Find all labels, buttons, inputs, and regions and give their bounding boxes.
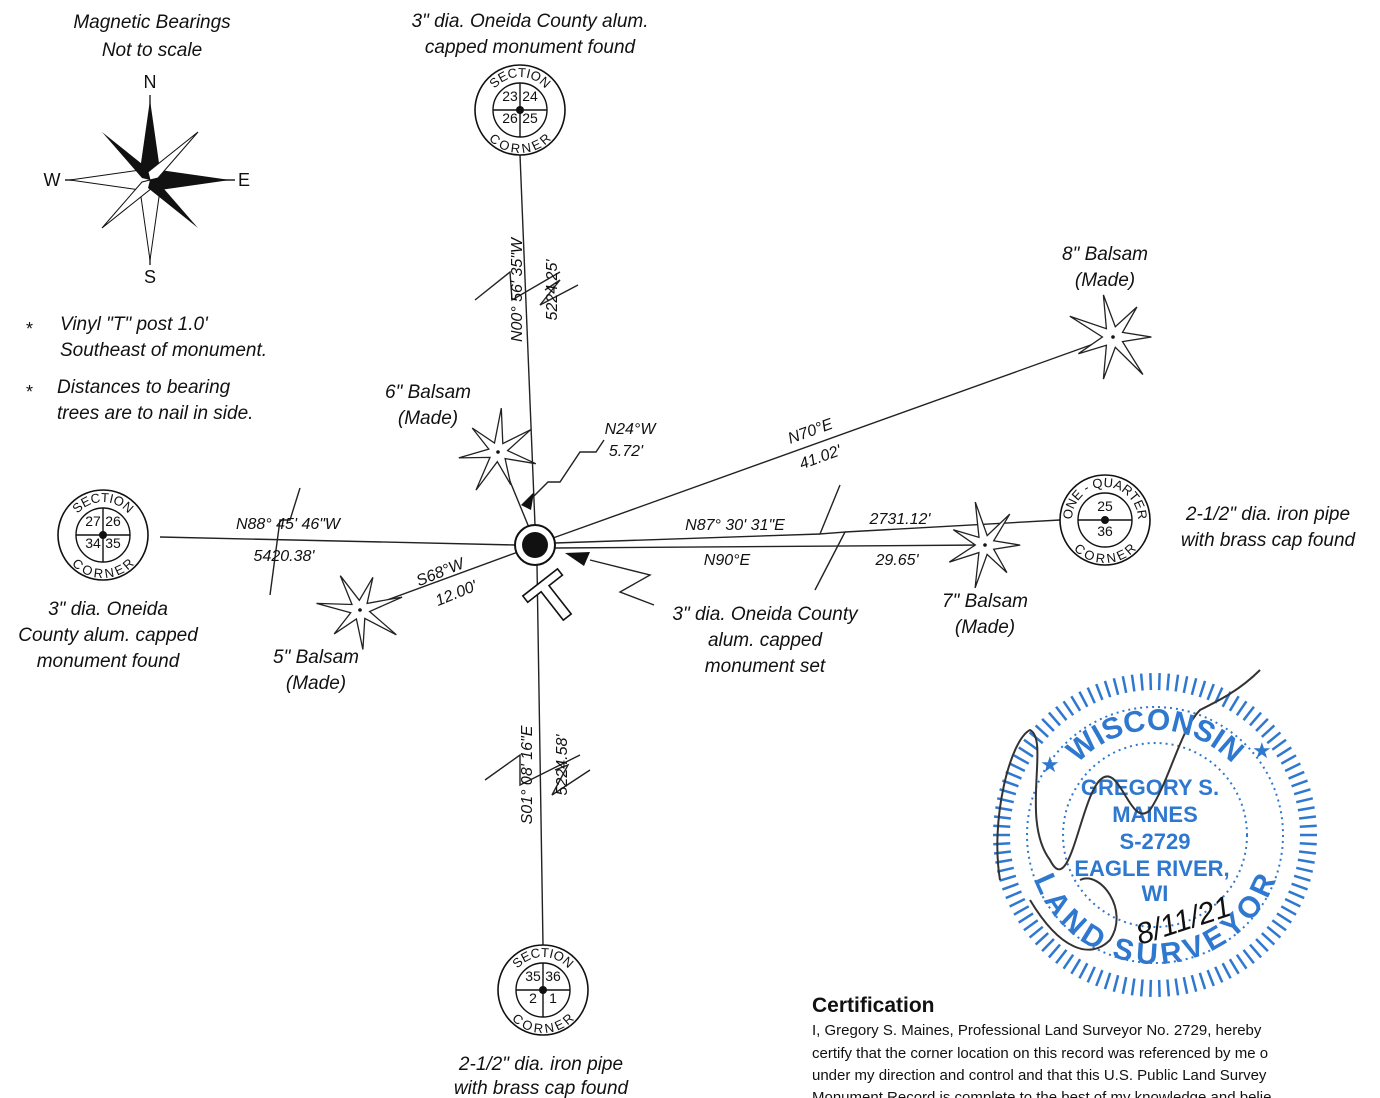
bearing-tree bbox=[459, 408, 536, 490]
stamp-line: WI bbox=[1142, 881, 1169, 906]
line-bearing: S01° 08' 16"E bbox=[519, 725, 536, 824]
note-line: Vinyl "T" post 1.0' bbox=[60, 314, 209, 335]
corner-section-number: 23 bbox=[502, 88, 518, 104]
tree-note: (Made) bbox=[955, 617, 1015, 638]
compass-s: S bbox=[144, 267, 156, 287]
tree-label: 8" Balsam bbox=[1062, 244, 1148, 265]
tree-label: 7" Balsam bbox=[942, 591, 1028, 612]
corner-section-number: 35 bbox=[525, 968, 541, 984]
certification-line: Monument Record is complete to the best … bbox=[812, 1089, 1271, 1098]
tree-note: (Made) bbox=[1075, 270, 1135, 291]
stamp-line: MAINES bbox=[1112, 802, 1198, 827]
certification-line: certify that the corner location on this… bbox=[812, 1045, 1268, 1062]
stamp-line: S-2729 bbox=[1120, 829, 1191, 854]
tree-bearing: N24°W bbox=[605, 421, 658, 438]
monument-description: monument set bbox=[705, 656, 826, 677]
tree-note: (Made) bbox=[398, 408, 458, 429]
tree-distance: 41.02' bbox=[797, 442, 844, 473]
line-distance: 5224.58' bbox=[554, 734, 571, 796]
tree-bearing: N70°E bbox=[786, 416, 836, 448]
monument-description: alum. capped bbox=[708, 630, 824, 651]
corner-section-number: 35 bbox=[105, 535, 121, 551]
tree-label: 6" Balsam bbox=[385, 382, 471, 403]
note-line: trees are to nail in side. bbox=[57, 403, 253, 424]
bearing-tree bbox=[317, 576, 403, 650]
corner-description: with brass cap found bbox=[1181, 530, 1357, 551]
corner-section-number: 1 bbox=[549, 990, 557, 1006]
corner-section-number: 26 bbox=[502, 110, 518, 126]
line-bearing: N88° 45' 46"W bbox=[236, 516, 342, 533]
corner-section-number: 25 bbox=[1097, 498, 1113, 514]
corner-description: 3" dia. Oneida bbox=[48, 599, 168, 620]
corner-section-number: 34 bbox=[85, 535, 101, 551]
corner-section-number: 36 bbox=[545, 968, 561, 984]
certification-line: I, Gregory S. Maines, Professional Land … bbox=[812, 1022, 1262, 1039]
compass-e: E bbox=[238, 170, 250, 190]
stamp-top-label: WISCONSIN bbox=[1061, 704, 1250, 769]
corner-section-number: 2 bbox=[529, 990, 537, 1006]
line-distance: 2731.12' bbox=[869, 511, 932, 528]
line-bearing: N00° 56' 35"W bbox=[509, 236, 526, 342]
corner-description: 2-1/2" dia. iron pipe bbox=[458, 1054, 623, 1075]
corner-section-number: 24 bbox=[522, 88, 538, 104]
stamp-star: ★ bbox=[1040, 752, 1060, 777]
stamp-line: EAGLE RIVER, bbox=[1074, 856, 1229, 881]
compass-w: W bbox=[44, 170, 61, 190]
corner-section-number: 36 bbox=[1097, 523, 1113, 539]
bearing-tree bbox=[1070, 295, 1152, 379]
survey-record: Magnetic Bearings Not to scale N S W E *… bbox=[0, 0, 1380, 1098]
stamp-top-label: WISCONSIN bbox=[1061, 704, 1250, 769]
corner-description: 3" dia. Oneida County alum. bbox=[412, 11, 649, 32]
tree-distance: 29.65' bbox=[874, 552, 919, 569]
tree-bearing: N90°E bbox=[704, 552, 751, 569]
corner-description: capped monument found bbox=[425, 37, 637, 58]
note-line: Distances to bearing bbox=[57, 377, 231, 398]
corner-description: 2-1/2" dia. iron pipe bbox=[1185, 504, 1350, 525]
corner-description: with brass cap found bbox=[454, 1078, 630, 1098]
compass-n: N bbox=[144, 72, 157, 92]
monument-description: 3" dia. Oneida County bbox=[672, 604, 859, 625]
tree-label: 5" Balsam bbox=[273, 647, 359, 668]
corner-description: monument found bbox=[37, 651, 181, 672]
corner-section-number: 25 bbox=[522, 110, 538, 126]
t-post bbox=[523, 569, 585, 631]
corner-section-number: 26 bbox=[105, 513, 121, 529]
corner-section-number: 27 bbox=[85, 513, 101, 529]
compass-rose bbox=[65, 95, 235, 265]
corner-description: County alum. capped bbox=[18, 625, 199, 646]
certification-line: under my direction and control and that … bbox=[812, 1067, 1267, 1084]
line-distance: 5224.25' bbox=[544, 259, 561, 321]
center-monument bbox=[515, 525, 555, 565]
line-distance: 5420.38' bbox=[254, 548, 316, 565]
tree-note: (Made) bbox=[286, 673, 346, 694]
tree-distance: 12.00' bbox=[433, 578, 480, 610]
legend-subtitle: Not to scale bbox=[102, 40, 202, 61]
legend-title: Magnetic Bearings bbox=[73, 12, 231, 33]
note-line: Southeast of monument. bbox=[60, 340, 267, 361]
note-bullet: * bbox=[26, 382, 33, 402]
note-bullet: * bbox=[26, 319, 33, 339]
line-bearing: N87° 30' 31"E bbox=[685, 517, 785, 534]
tree-distance: 5.72' bbox=[609, 443, 644, 460]
certification-title: Certification bbox=[812, 994, 935, 1017]
